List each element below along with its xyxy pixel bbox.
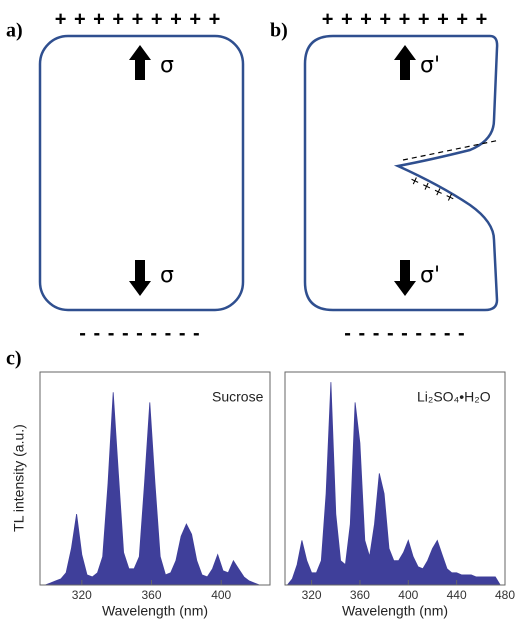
arrow xyxy=(394,260,416,296)
panel-label: c) xyxy=(6,348,22,370)
stress-label: σ' xyxy=(420,53,440,78)
x-tick-label: 440 xyxy=(447,588,467,602)
crack-charges: + + + + xyxy=(407,172,457,208)
spectrum xyxy=(45,392,265,586)
x-tick-label: 320 xyxy=(72,588,92,602)
x-axis-label: Wavelength (nm) xyxy=(102,603,208,619)
x-tick-label: 360 xyxy=(141,588,161,602)
arrow xyxy=(129,45,151,80)
charges: + + + + + + + + + xyxy=(322,8,489,30)
charges: + + + + + + + + + xyxy=(55,8,222,30)
x-tick-label: 400 xyxy=(398,588,418,602)
annotation: Sucrose xyxy=(212,389,264,405)
y-axis-label: TL intensity (a.u.) xyxy=(11,424,27,532)
crack-line xyxy=(402,139,501,161)
stress-label: σ xyxy=(160,263,174,288)
x-tick-label: 400 xyxy=(211,588,231,602)
panel-label: b) xyxy=(270,20,288,42)
panel-label: a) xyxy=(6,20,23,42)
charges: - - - - - - - - - xyxy=(344,322,465,344)
arrow xyxy=(394,45,416,80)
stress-label: σ xyxy=(160,53,174,78)
x-axis-label: Wavelength (nm) xyxy=(342,603,448,619)
cracked-crystal xyxy=(303,34,499,312)
x-tick-label: 480 xyxy=(495,588,515,602)
spectrum xyxy=(286,382,501,586)
arrow xyxy=(129,260,151,296)
annotation: Li₂SO₄•H₂O xyxy=(417,389,491,405)
x-tick-label: 360 xyxy=(350,588,370,602)
crystal xyxy=(38,34,245,312)
plot-frame xyxy=(39,371,271,586)
stress-label: σ' xyxy=(420,263,440,288)
plot-frame xyxy=(284,371,506,586)
x-tick-label: 320 xyxy=(302,588,322,602)
charges: - - - - - - - - - xyxy=(79,322,200,344)
